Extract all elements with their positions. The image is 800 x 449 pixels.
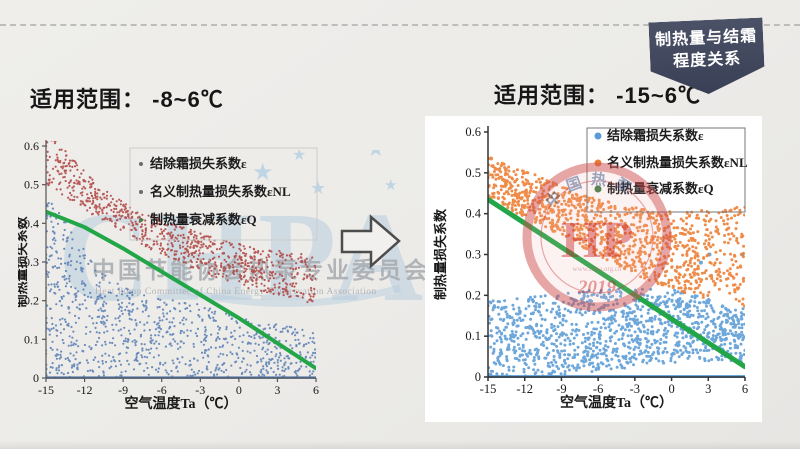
x-tick-label: -15 xyxy=(38,383,54,397)
y-tick-label: 0.4 xyxy=(465,207,481,221)
star-icon: ★ xyxy=(384,178,397,194)
badge-line-2: 程度关系 xyxy=(672,50,742,71)
legend-marker-icon xyxy=(594,185,602,193)
x-axis-label: 空气温度Ta（℃） xyxy=(124,395,237,412)
x-tick-label: -9 xyxy=(118,383,128,397)
line-series xyxy=(46,209,316,371)
legend-marker-icon xyxy=(594,132,602,140)
x-axis-label: 空气温度Ta（℃） xyxy=(560,394,673,411)
legend: 结除霜损失系数ε 名义制热量损失系数εNL 制热量衰减系数εQ xyxy=(129,147,318,241)
chpa-en-text: Heat Pump Committee of China Energy Cons… xyxy=(95,286,377,297)
tick-labels: -15 -12 -9 -6 -3 0 3 6 0 0.1 0.2 0.3 0.4 0.5 0.6 xyxy=(465,125,748,396)
svg-text:2019: 2019 xyxy=(577,277,617,298)
x-tick-label: 3 xyxy=(274,383,280,397)
y-tick-label: 0.1 xyxy=(24,332,39,346)
y-axis-label: 制热量损失系数 xyxy=(18,216,29,308)
y-tick-label: 0.6 xyxy=(24,139,39,153)
y-tick-label: 0.3 xyxy=(465,248,481,262)
scatter-series xyxy=(46,141,316,304)
right-chart-panel: 结除霜损失系数ε 名义制热量损失系数εNL 制热量衰减系数εQ 中国热泵 HP www.c… xyxy=(425,116,762,422)
legend-label: 制热量衰减系数εQ xyxy=(607,181,714,196)
axes xyxy=(484,126,746,381)
tick-labels: -15 -12 -9 -6 -3 0 3 6 0 0.1 0.2 0.3 0.4 0.5 0.6 xyxy=(24,139,319,397)
y-tick-label: 0.2 xyxy=(465,288,481,302)
chpa-wave xyxy=(179,284,401,307)
badge-line-1: 制热量与结霜 xyxy=(654,27,758,50)
x-tick-label: -3 xyxy=(630,382,640,396)
left-range-title: 适用范围： -8~6℃ xyxy=(30,87,224,112)
legend: 结除霜损失系数ε 名义制热量损失系数εNL 制热量衰减系数εQ xyxy=(586,127,748,213)
y-tick-label: 0.5 xyxy=(24,178,39,192)
bottom-shadow xyxy=(0,441,800,449)
right-range-title: 适用范围： -15~6℃ xyxy=(494,83,701,108)
x-tick-label: 0 xyxy=(236,383,242,397)
y-axis-label: 制热量损失系数 xyxy=(433,208,448,300)
legend-marker-icon xyxy=(139,190,143,194)
scatter-series xyxy=(488,252,745,378)
x-tick-label: -6 xyxy=(593,382,603,396)
dashed-divider xyxy=(0,24,800,26)
svg-text:HP: HP xyxy=(561,212,633,269)
x-tick-label: 6 xyxy=(313,383,319,397)
y-tick-label: 0.1 xyxy=(465,329,481,343)
legend-label: 结除霜损失系数ε xyxy=(150,156,247,171)
legend-label: 制热量衰减系数εQ xyxy=(150,212,257,227)
svg-text:www.chpa.org.cn: www.chpa.org.cn xyxy=(573,265,622,273)
x-tick-label: -6 xyxy=(157,383,167,397)
y-tick-label: 0 xyxy=(33,371,39,385)
y-tick-label: 0.2 xyxy=(24,294,39,308)
x-tick-label: -12 xyxy=(516,382,533,396)
y-tick-label: 0.6 xyxy=(465,125,481,139)
x-tick-label: 3 xyxy=(705,382,711,396)
x-tick-label: -9 xyxy=(556,382,566,396)
transform-arrow-icon xyxy=(340,214,401,269)
legend-marker-icon xyxy=(139,218,143,222)
x-tick-label: 6 xyxy=(742,382,748,396)
star-icon: ★ xyxy=(292,150,306,164)
x-tick-label: 0 xyxy=(668,382,674,396)
right-chart: 结除霜损失系数ε名义制热量损失系数εNL制热量衰减系数εQ中国热泵HPwww.c… xyxy=(433,125,748,411)
x-tick-label: -3 xyxy=(195,383,205,397)
legend-label: 名义制热量损失系数εNL xyxy=(607,155,748,170)
legend-marker-icon xyxy=(139,162,143,166)
star-icon: ★ xyxy=(310,178,326,198)
axes xyxy=(42,140,317,382)
x-tick-label: -15 xyxy=(480,382,497,396)
y-tick-label: 0.5 xyxy=(465,166,481,180)
legend-label: 名义制热量损失系数εNL xyxy=(150,184,291,199)
y-tick-label: 0.4 xyxy=(24,216,39,230)
y-tick-label: 0.3 xyxy=(24,255,39,269)
legend-label: 结除霜损失系数ε xyxy=(607,128,704,143)
star-icon: ★ xyxy=(252,160,274,186)
y-tick-label: 0 xyxy=(475,370,481,384)
star-icon: ★ xyxy=(366,150,386,161)
x-tick-label: -12 xyxy=(77,383,93,397)
